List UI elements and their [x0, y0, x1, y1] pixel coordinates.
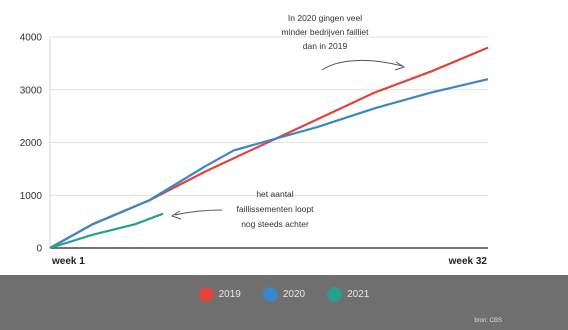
y-tick-label: 3000	[20, 85, 43, 96]
annotation-2020-line-1: In 2020 gingen veel	[288, 13, 362, 23]
annotation-2020: In 2020 gingen veel minder bedrijven fai…	[282, 13, 406, 71]
legend-label: 2021	[347, 289, 370, 300]
legend-swatch	[327, 287, 343, 302]
legend-swatch	[262, 287, 278, 302]
annotation-2021-arrow	[174, 209, 223, 216]
legend-label: 2020	[282, 289, 306, 300]
y-tick-label: 2000	[20, 138, 43, 149]
line-chart: 0 1000 2000 3000 4000 week 1 week 32 In 2020…	[20, 13, 489, 267]
y-tick-label: 1000	[20, 191, 43, 202]
legend-item-2019: 2019	[198, 287, 241, 302]
annotation-2021-line-3: nog steeds achter	[241, 219, 309, 229]
annotation-2021-arrowhead	[170, 210, 182, 220]
legend: 2019 2020 2021	[0, 287, 568, 302]
x-start-label: week 1	[51, 256, 85, 267]
legend-item-2021: 2021	[327, 287, 369, 302]
series-line-2021	[49, 212, 164, 250]
annotation-2020-arrowhead	[394, 61, 406, 71]
annotation-2021-line-2: faillissementen loopt	[236, 204, 314, 214]
annotation-2020-line-3: dan in 2019	[303, 41, 348, 51]
annotation-2021: het aantal faillissementen loopt nog ste…	[170, 189, 314, 229]
series-line-2020	[49, 78, 489, 249]
series-lines	[49, 46, 489, 250]
y-tick-label: 0	[36, 244, 42, 255]
y-axis-ticks: 0 1000 2000 3000 4000	[20, 33, 43, 255]
source-note: bron: CBS	[474, 318, 502, 324]
annotation-2021-line-1: het aantal	[256, 189, 293, 199]
x-end-label: week 32	[448, 256, 488, 267]
annotation-2020-line-2: minder bedrijven failliet	[282, 27, 370, 37]
legend-label: 2019	[218, 289, 241, 300]
legend-item-2020: 2020	[262, 287, 306, 302]
series-line-2019	[49, 46, 489, 249]
legend-swatch	[198, 287, 214, 302]
gridlines	[49, 36, 488, 249]
annotation-2020-arrow	[321, 59, 403, 71]
footer: 2019 2020 2021 bron: CBS	[0, 275, 568, 330]
y-tick-label: 4000	[20, 33, 43, 44]
